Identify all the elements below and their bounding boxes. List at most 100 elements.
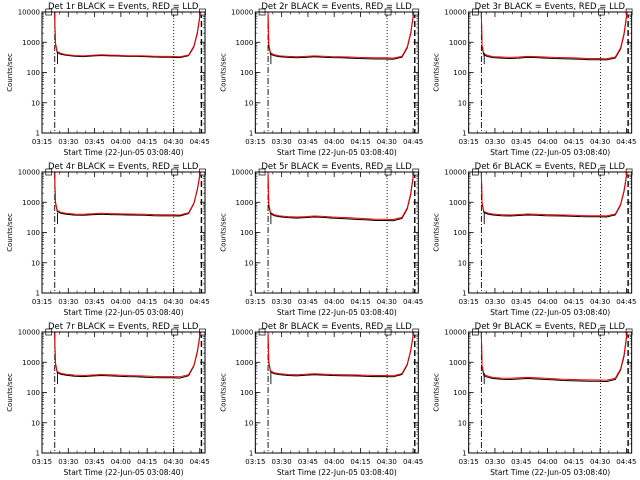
- x-tick-label: 03:45: [298, 458, 318, 466]
- x-tick-label: 04:15: [137, 458, 157, 466]
- x-axis-label: Start Time (22-Jun-05 03:08:40): [490, 148, 610, 157]
- x-tick-label: 03:45: [84, 138, 104, 146]
- y-tick-label: 1: [249, 450, 253, 458]
- y-tick-label: 100: [27, 69, 40, 77]
- y-tick-label: 100: [453, 389, 466, 397]
- series-line-lld: [54, 172, 201, 216]
- x-tick-label: 03:30: [58, 458, 78, 466]
- plot-frame: [254, 171, 419, 294]
- x-tick-label: 03:30: [58, 298, 78, 306]
- x-tick-label: 04:15: [564, 458, 584, 466]
- y-tick-label: 100: [27, 229, 40, 237]
- x-tick-label: 04:15: [564, 138, 584, 146]
- y-axis-label: Counts/sec: [219, 373, 227, 412]
- chart-panel-8: Det 8r BLACK = Events, RED = LLD Counts/s…: [219, 322, 423, 477]
- x-tick-label: 03:15: [32, 458, 52, 466]
- y-tick-label: 1000: [236, 199, 254, 207]
- y-tick-label: 1: [36, 130, 40, 138]
- plot-frame: [468, 331, 633, 454]
- x-tick-label: 03:30: [272, 138, 292, 146]
- x-tick-label: 03:15: [245, 298, 265, 306]
- y-tick-label: 1: [462, 130, 466, 138]
- y-tick-label: 1000: [22, 359, 40, 367]
- series-line-lld: [267, 332, 415, 377]
- y-axis-label: Counts/sec: [433, 53, 441, 92]
- x-tick-label: 04:30: [590, 458, 610, 466]
- chart-title: Det 2r BLACK = Events, RED = LLD: [261, 2, 412, 12]
- series-line-events: [54, 12, 202, 59]
- x-tick-label: 03:30: [485, 458, 505, 466]
- x-tick-label: 04:15: [564, 298, 584, 306]
- y-tick-label: 1000: [449, 359, 467, 367]
- y-tick-label: 1000: [236, 39, 254, 47]
- x-tick-label: 04:00: [537, 138, 557, 146]
- y-tick-label: 10000: [444, 329, 466, 337]
- x-tick-label: 04:30: [377, 298, 397, 306]
- plot-area: [54, 12, 202, 65]
- x-tick-label: 04:30: [377, 458, 397, 466]
- plot-frame: [468, 171, 633, 294]
- plot-area: [267, 172, 415, 225]
- y-tick-label: 100: [453, 229, 466, 237]
- x-tick-label: 04:30: [590, 138, 610, 146]
- series-line-lld: [267, 12, 415, 59]
- y-tick-label: 10000: [231, 169, 253, 177]
- series-line-lld: [480, 332, 628, 381]
- x-axis-label: Start Time (22-Jun-05 03:08:40): [64, 468, 184, 477]
- series-line-events: [480, 172, 628, 218]
- x-tick-label: 04:15: [137, 138, 157, 146]
- plot-frame: [41, 171, 206, 294]
- plot-area: [54, 172, 201, 225]
- chart-title: Det 8r BLACK = Events, RED = LLD: [261, 322, 412, 332]
- x-tick-label: 03:15: [32, 298, 52, 306]
- chart-panel-3: Det 3r BLACK = Events, RED = LLD Counts/s…: [433, 2, 637, 157]
- y-axis-label: Counts/sec: [6, 213, 14, 252]
- x-axis-label: Start Time (22-Jun-05 03:08:40): [490, 308, 610, 317]
- x-tick-label: 04:00: [111, 458, 131, 466]
- x-tick-label: 03:30: [485, 298, 505, 306]
- y-tick-label: 100: [240, 229, 253, 237]
- x-tick-label: 04:45: [190, 298, 210, 306]
- series-line-events: [267, 12, 415, 60]
- y-axis-label: Counts/sec: [219, 53, 227, 92]
- y-tick-label: 1: [249, 130, 253, 138]
- x-tick-label: 04:45: [403, 138, 423, 146]
- y-tick-label: 10: [31, 419, 40, 427]
- y-tick-label: 1000: [449, 39, 467, 47]
- x-tick-label: 03:45: [511, 138, 531, 146]
- y-tick-label: 1: [462, 450, 466, 458]
- chart-title: Det 6r BLACK = Events, RED = LLD: [475, 162, 626, 172]
- x-tick-label: 04:45: [403, 458, 423, 466]
- x-tick-label: 03:45: [84, 298, 104, 306]
- series-line-lld: [54, 12, 201, 58]
- y-tick-label: 100: [453, 69, 466, 77]
- y-tick-label: 10000: [231, 9, 253, 17]
- x-axis-label: Start Time (22-Jun-05 03:08:40): [277, 308, 397, 317]
- y-axis-label: Counts/sec: [6, 53, 14, 92]
- x-axis-label: Start Time (22-Jun-05 03:08:40): [490, 468, 610, 477]
- x-tick-label: 03:15: [245, 458, 265, 466]
- x-tick-label: 03:15: [32, 138, 52, 146]
- chart-panel-5: Det 5r BLACK = Events, RED = LLD Counts/s…: [219, 162, 423, 317]
- x-tick-label: 03:45: [511, 298, 531, 306]
- chart-title: Det 5r BLACK = Events, RED = LLD: [261, 162, 412, 172]
- x-tick-label: 04:00: [324, 458, 344, 466]
- y-tick-label: 10: [244, 419, 253, 427]
- x-tick-label: 03:30: [485, 138, 505, 146]
- y-tick-label: 1000: [22, 199, 40, 207]
- y-tick-label: 10: [458, 419, 467, 427]
- x-tick-label: 03:30: [58, 138, 78, 146]
- x-tick-label: 04:45: [190, 138, 210, 146]
- x-tick-label: 04:45: [403, 298, 423, 306]
- chart-panel-9: Det 9r BLACK = Events, RED = LLD Counts/s…: [433, 322, 637, 477]
- series-line-events: [54, 172, 201, 217]
- x-axis-label: Start Time (22-Jun-05 03:08:40): [277, 468, 397, 477]
- y-tick-label: 10000: [444, 169, 466, 177]
- x-axis-label: Start Time (22-Jun-05 03:08:40): [277, 148, 397, 157]
- x-tick-label: 03:15: [459, 458, 479, 466]
- plot-frame: [41, 11, 206, 134]
- x-tick-label: 03:15: [245, 138, 265, 146]
- x-tick-label: 04:00: [324, 138, 344, 146]
- plot-frame: [254, 331, 419, 454]
